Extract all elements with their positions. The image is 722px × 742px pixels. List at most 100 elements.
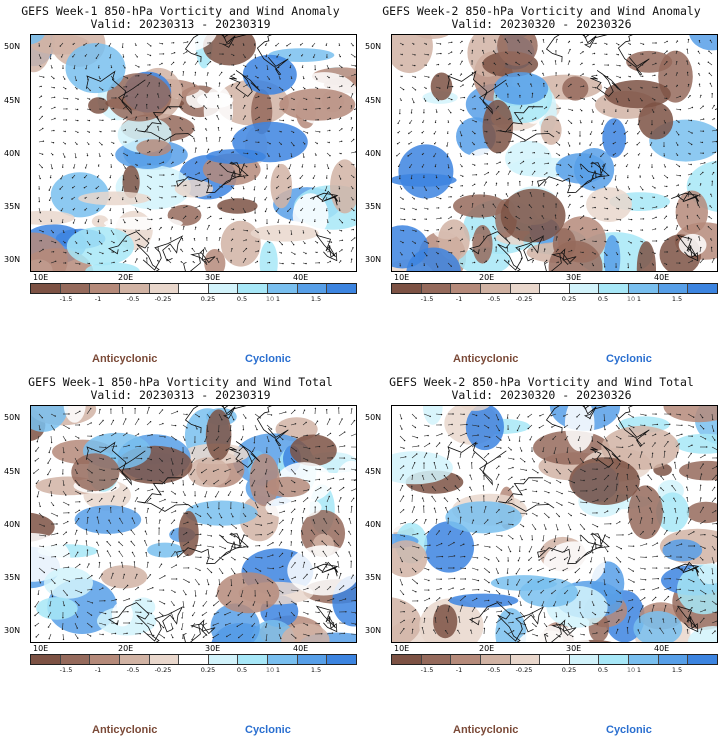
wind-arrowhead — [172, 529, 175, 531]
wind-arrow — [74, 600, 80, 606]
wind-arrow — [350, 457, 356, 460]
wind-arrowhead — [655, 216, 657, 218]
wind-arrowhead — [73, 167, 75, 169]
wind-arrowhead — [440, 413, 443, 416]
wind-arrow — [38, 589, 40, 595]
wind-arrow — [74, 457, 79, 465]
wind-arrowhead — [334, 530, 336, 532]
wind-arrow — [134, 418, 139, 426]
wind-arrow — [697, 225, 701, 231]
wind-arrowhead — [210, 525, 212, 527]
wind-arrow — [507, 567, 509, 574]
wind-arrow — [146, 42, 151, 47]
wind-arrowhead — [351, 408, 353, 410]
wind-arrowhead — [434, 165, 437, 168]
wind-arrowhead — [289, 66, 291, 69]
vorticity-blob — [220, 220, 261, 267]
colorbar-label: -1 — [455, 295, 463, 303]
wind-arrow — [639, 464, 641, 470]
cyclonic-label: Cyclonic — [606, 353, 652, 365]
wind-arrowhead — [179, 117, 181, 119]
wind-arrow — [38, 512, 44, 518]
wind-arrow — [302, 457, 308, 461]
wind-arrowhead — [547, 162, 549, 164]
wind-arrowhead — [508, 105, 510, 108]
wind-arrowhead — [348, 551, 350, 553]
wind-arrowhead — [52, 251, 55, 253]
wind-arrowhead — [400, 418, 403, 420]
wind-arrowhead — [104, 612, 107, 615]
wind-arrowhead — [633, 558, 635, 561]
wind-arrow — [423, 413, 431, 417]
wind-arrow — [603, 545, 608, 552]
wind-arrowhead — [343, 445, 346, 447]
wind-arrowhead — [91, 481, 93, 483]
wind-arrowhead — [55, 569, 58, 571]
wind-arrowhead — [35, 450, 37, 452]
wind-arrow — [49, 600, 52, 606]
wind-arrow — [47, 468, 52, 475]
wind-arrowhead — [303, 156, 305, 158]
wind-arrowhead — [301, 221, 303, 224]
wind-arrow — [98, 489, 104, 492]
wind-arrow — [146, 407, 150, 415]
wind-arrowhead — [550, 415, 552, 417]
wind-arrowhead — [713, 258, 715, 260]
wind-arrowhead — [172, 540, 175, 543]
wind-arrowhead — [136, 56, 138, 58]
wind-arrowhead — [68, 552, 70, 555]
wind-arrow — [435, 433, 443, 437]
wind-arrowhead — [518, 248, 521, 250]
wind-arrowhead — [303, 561, 306, 564]
wind-arrow — [213, 479, 220, 484]
wind-arrow — [206, 501, 209, 508]
coastline — [671, 561, 700, 577]
wind-arrow — [350, 506, 353, 514]
wind-arrow — [567, 501, 574, 505]
wind-arrowhead — [88, 143, 90, 145]
wind-arrow — [699, 520, 706, 525]
wind-arrowhead — [403, 611, 405, 613]
wind-arrowhead — [463, 441, 465, 443]
wind-arrowhead — [474, 164, 476, 166]
wind-arrow — [350, 53, 356, 58]
wind-arrowhead — [555, 226, 557, 228]
wind-arrowhead — [620, 601, 622, 603]
wind-arrowhead — [498, 593, 501, 595]
wind-arrowhead — [703, 601, 706, 603]
wind-arrow — [639, 434, 646, 437]
wind-arrowhead — [134, 507, 136, 509]
wind-arrow — [663, 61, 668, 66]
wind-arrowhead — [656, 423, 659, 426]
wind-arrow — [242, 523, 248, 527]
wind-arrowhead — [134, 407, 136, 410]
lat-label-40n: 40N — [4, 520, 21, 529]
wind-arrowhead — [76, 529, 78, 532]
wind-arrowhead — [570, 96, 572, 98]
wind-arrow — [302, 468, 308, 472]
wind-arrow — [182, 554, 188, 558]
wind-arrowhead — [445, 507, 447, 509]
wind-arrowhead — [39, 212, 41, 214]
wind-arrowhead — [657, 587, 660, 589]
wind-arrowhead — [39, 260, 42, 262]
wind-arrowhead — [157, 247, 159, 249]
wind-arrow — [290, 141, 295, 146]
wind-arrowhead — [110, 507, 112, 509]
wind-arrow — [567, 622, 572, 628]
wind-arrow — [615, 473, 619, 481]
wind-arrowhead — [332, 477, 335, 479]
vorticity-blob — [535, 502, 581, 526]
wind-arrow — [122, 407, 124, 415]
wind-arrowhead — [257, 86, 259, 88]
wind-arrowhead — [254, 595, 256, 597]
wind-arrowhead — [158, 539, 160, 542]
wind-arrow — [555, 633, 561, 637]
colorbar-label: 0.5 — [236, 666, 248, 674]
wind-arrowhead — [136, 497, 138, 499]
wind-arrow — [435, 543, 442, 547]
wind-arrow — [555, 490, 563, 494]
wind-arrowhead — [244, 65, 247, 68]
wind-arrowhead — [351, 93, 354, 95]
wind-arrowhead — [462, 194, 464, 196]
